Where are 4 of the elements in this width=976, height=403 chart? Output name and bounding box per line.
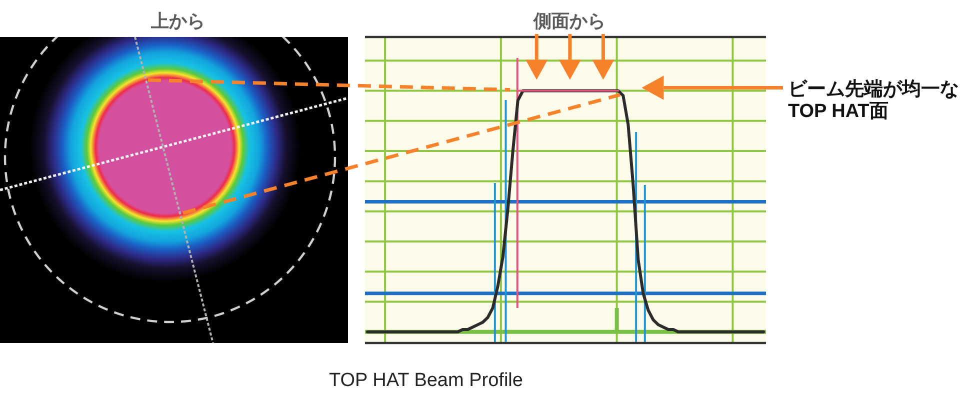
chart-title: 側面から [534,11,606,31]
caption: TOP HAT Beam Profile [329,370,523,391]
annotation: ビーム先端が均一な TOP HAT面 [788,78,959,122]
chart-title: 上から [151,11,205,31]
